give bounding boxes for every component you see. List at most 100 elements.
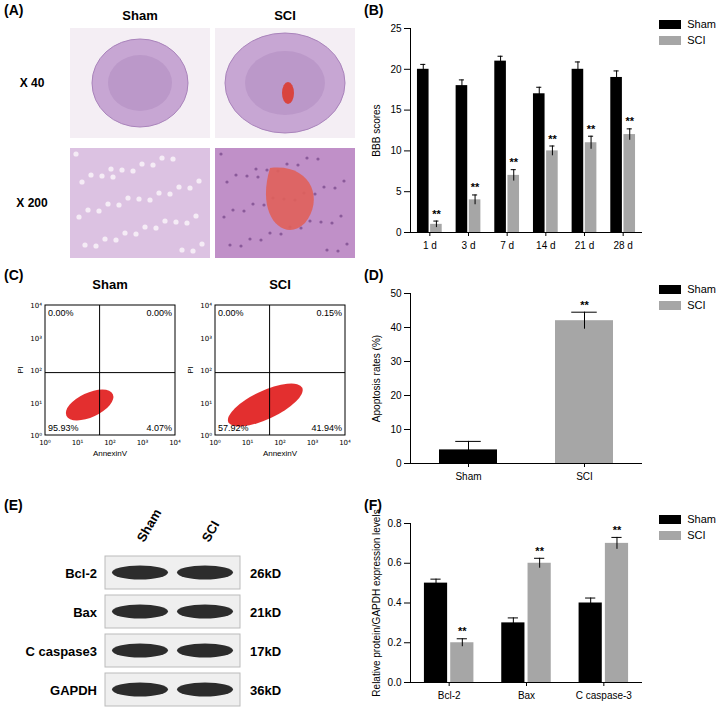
svg-text:10¹: 10¹ [30,400,42,408]
svg-text:AnnexinV: AnnexinV [263,449,298,458]
svg-text:Bax: Bax [73,605,98,620]
svg-text:41.94%: 41.94% [311,423,342,433]
svg-text:0.6: 0.6 [388,557,402,568]
svg-text:**: ** [458,625,467,637]
svg-text:1 d: 1 d [423,240,437,251]
svg-text:30: 30 [390,356,402,367]
svg-text:**: ** [613,524,622,536]
svg-text:10¹: 10¹ [72,439,84,447]
html-text:Sham: Sham [687,283,716,295]
svg-text:10: 10 [390,424,402,435]
svg-text:10⁰: 10⁰ [39,439,51,447]
svg-text:Bax: Bax [518,690,535,701]
svg-text:95.93%: 95.93% [48,423,79,433]
svg-text:10⁴: 10⁴ [30,302,42,310]
html-text:(A): (A) [4,2,24,18]
svg-text:0: 0 [396,227,402,238]
html-text:Sham: Sham [687,18,716,30]
svg-text:Sham: Sham [122,8,157,23]
svg-text:C caspase3: C caspase3 [25,644,97,659]
svg-text:0: 0 [396,458,402,469]
svg-text:36kD: 36kD [250,683,281,698]
svg-text:10⁴: 10⁴ [169,439,181,447]
svg-text:**: ** [509,156,518,168]
svg-text:25: 25 [390,23,402,34]
svg-text:10¹: 10¹ [242,439,254,447]
svg-text:10³: 10³ [200,335,212,343]
svg-text:**: ** [471,181,480,193]
svg-text:10⁰: 10⁰ [30,432,42,440]
svg-text:26kD: 26kD [250,566,281,581]
svg-text:SCI: SCI [199,518,223,544]
svg-text:Apoptosis rates (%): Apoptosis rates (%) [371,335,382,422]
svg-text:40: 40 [390,322,402,333]
svg-text:10³: 10³ [30,335,42,343]
svg-text:0.0: 0.0 [388,677,402,688]
svg-text:**: ** [580,299,589,311]
html-text:(E): (E) [4,497,23,513]
svg-text:7 d: 7 d [500,240,514,251]
svg-text:**: ** [587,123,596,135]
svg-text:SCI: SCI [576,471,593,482]
svg-text:10⁴: 10⁴ [339,439,351,447]
svg-text:10⁴: 10⁴ [200,302,212,310]
svg-text:21kD: 21kD [250,605,281,620]
html-text:(F): (F) [364,497,382,513]
svg-text:0.00%: 0.00% [146,308,172,318]
html-text:SCI: SCI [687,299,706,311]
svg-text:Bcl-2: Bcl-2 [438,690,461,701]
html-text:(D): (D) [364,267,384,283]
svg-text:C caspase-3: C caspase-3 [576,690,633,701]
svg-text:14 d: 14 d [536,240,555,251]
svg-text:21 d: 21 d [575,240,594,251]
svg-text:0.00%: 0.00% [48,308,74,318]
svg-text:PI: PI [16,366,25,374]
svg-text:Sham: Sham [455,471,481,482]
svg-text:10²: 10² [30,367,42,375]
svg-text:10³: 10³ [137,439,149,447]
svg-text:**: ** [432,208,441,220]
svg-text:20: 20 [390,390,402,401]
svg-text:BBB scores: BBB scores [371,104,382,156]
svg-text:0.8: 0.8 [388,518,402,529]
svg-text:0.4: 0.4 [388,597,402,608]
svg-text:PI: PI [186,366,195,374]
html-text:Sham: Sham [687,513,716,525]
svg-text:20: 20 [390,64,402,75]
html-text:(B): (B) [364,2,384,18]
svg-text:10⁰: 10⁰ [209,439,221,447]
svg-text:50: 50 [390,288,402,299]
svg-text:3 d: 3 d [462,240,476,251]
svg-text:0.15%: 0.15% [316,308,342,318]
svg-text:10⁰: 10⁰ [200,432,212,440]
svg-text:SCI: SCI [269,277,291,292]
svg-text:10: 10 [390,145,402,156]
svg-text:X 40: X 40 [20,76,45,90]
svg-text:**: ** [535,545,544,557]
svg-text:GAPDH: GAPDH [50,683,97,698]
svg-text:10²: 10² [200,367,212,375]
svg-text:5: 5 [396,186,402,197]
html-text:SCI: SCI [687,34,706,46]
svg-text:4.07%: 4.07% [146,423,172,433]
svg-text:**: ** [625,115,634,127]
svg-text:10²: 10² [274,439,286,447]
svg-text:10²: 10² [104,439,116,447]
svg-text:SCI: SCI [274,8,296,23]
svg-text:0.2: 0.2 [388,637,402,648]
svg-text:57.92%: 57.92% [218,423,249,433]
svg-text:X 200: X 200 [16,196,48,210]
html-text:(C): (C) [4,267,24,283]
svg-text:AnnexinV: AnnexinV [93,449,128,458]
svg-text:**: ** [548,133,557,145]
svg-text:15: 15 [390,104,402,115]
svg-text:10³: 10³ [307,439,319,447]
svg-text:17kD: 17kD [250,644,281,659]
svg-text:0.00%: 0.00% [218,308,244,318]
svg-text:Bcl-2: Bcl-2 [65,566,97,581]
svg-text:28 d: 28 d [613,240,632,251]
svg-text:Sham: Sham [134,506,165,544]
svg-text:Relative protein/GAPDH express: Relative protein/GAPDH expression levels [371,509,382,696]
svg-text:10¹: 10¹ [200,400,212,408]
svg-text:Sham: Sham [92,277,127,292]
